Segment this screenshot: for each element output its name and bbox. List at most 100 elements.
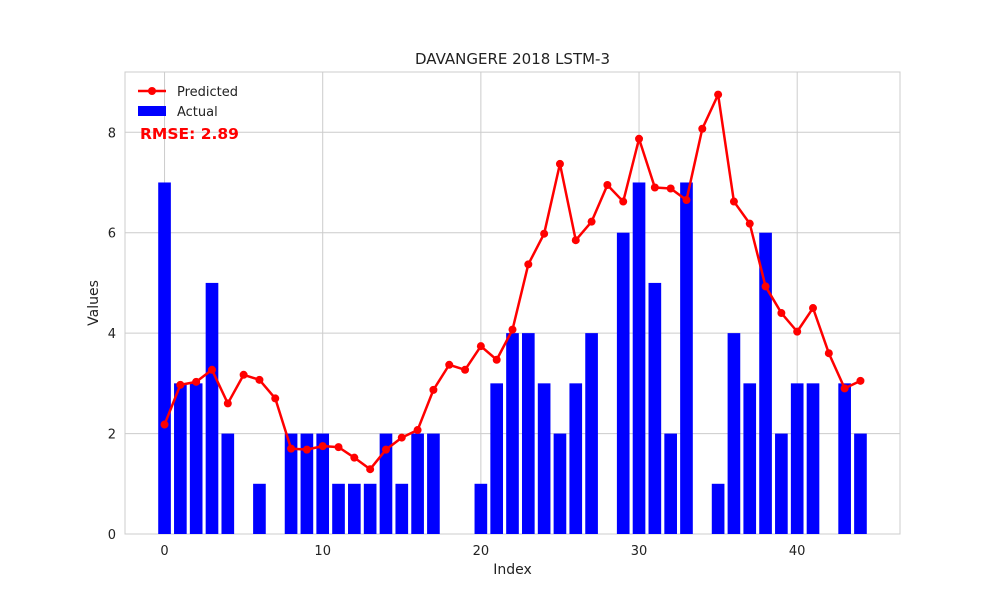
predicted-point — [255, 375, 264, 384]
bar-actual — [379, 433, 393, 534]
legend: Predicted Actual — [138, 85, 238, 120]
predicted-point — [271, 394, 280, 403]
chart-title: DAVANGERE 2018 LSTM-3 — [415, 50, 610, 68]
bar-actual — [585, 333, 598, 534]
bar-series-actual — [158, 182, 867, 534]
bar-actual — [284, 433, 298, 534]
predicted-point — [587, 217, 596, 226]
bar-actual — [506, 333, 519, 534]
bar-actual — [537, 383, 551, 534]
predicted-point — [445, 360, 454, 369]
predicted-point — [540, 229, 549, 238]
bar-actual — [616, 232, 630, 534]
predicted-point — [603, 180, 612, 189]
predicted-point — [745, 219, 754, 228]
y-tick-label: 2 — [108, 428, 116, 443]
bar-actual — [158, 182, 171, 534]
bar-actual — [664, 433, 677, 534]
predicted-point — [397, 433, 406, 442]
bar-actual — [363, 483, 377, 534]
bar-actual — [711, 483, 725, 534]
predicted-point — [809, 304, 818, 313]
predicted-point — [761, 282, 770, 291]
legend-actual-label: Actual — [177, 105, 218, 120]
line-series-predicted — [160, 90, 865, 474]
bar-actual — [759, 232, 772, 534]
predicted-point — [350, 453, 359, 462]
predicted-point — [650, 183, 659, 192]
predicted-point — [840, 384, 849, 393]
bar-actual — [790, 383, 804, 534]
bar-actual — [648, 282, 662, 534]
x-tick-label: 40 — [789, 544, 806, 559]
bar-actual — [743, 383, 757, 534]
predicted-point — [318, 442, 327, 451]
predicted-point — [682, 196, 691, 205]
predicted-point — [729, 197, 738, 206]
bar-actual — [300, 433, 314, 534]
predicted-point — [698, 124, 707, 133]
bar-actual — [680, 182, 693, 534]
predicted-point — [571, 236, 580, 245]
bar-actual — [316, 433, 330, 534]
predicted-point — [192, 377, 201, 386]
x-tick-label: 0 — [160, 544, 168, 559]
bar-actual — [632, 182, 646, 534]
bar-actual — [189, 383, 203, 534]
predicted-point — [302, 445, 311, 454]
legend-predicted-marker-icon — [148, 87, 156, 95]
legend-actual-swatch-icon — [138, 106, 166, 116]
predicted-point — [429, 385, 438, 394]
predicted-point — [223, 399, 232, 408]
y-tick-label: 0 — [108, 528, 116, 543]
predicted-point — [239, 370, 248, 379]
bar-actual — [553, 433, 567, 534]
predicted-point — [413, 426, 422, 435]
predicted-point — [793, 327, 802, 336]
predicted-point — [461, 365, 470, 374]
predicted-point — [714, 90, 723, 99]
x-tick-label: 30 — [631, 544, 648, 559]
bar-actual — [521, 333, 535, 534]
predicted-point — [334, 443, 343, 452]
y-tick-label: 8 — [108, 126, 116, 141]
rmse-annotation: RMSE: 2.89 — [140, 125, 239, 143]
predicted-point — [777, 309, 786, 318]
predicted-point — [508, 325, 517, 334]
x-axis-label: Index — [493, 562, 532, 578]
bar-actual — [205, 282, 219, 534]
bar-actual — [332, 483, 345, 534]
bar-actual — [427, 433, 440, 534]
bar-actual — [775, 433, 788, 534]
legend-predicted-label: Predicted — [177, 85, 238, 100]
predicted-point — [381, 445, 390, 454]
bar-actual — [253, 483, 266, 534]
predicted-point — [366, 465, 375, 474]
predicted-point — [492, 355, 501, 364]
bar-actual — [727, 333, 741, 534]
bar-actual — [174, 383, 187, 534]
predicted-point — [524, 260, 533, 269]
predicted-point — [635, 134, 644, 143]
predicted-point — [160, 420, 169, 429]
bar-actual — [411, 433, 424, 534]
predicted-point — [287, 444, 296, 453]
bar-actual — [348, 483, 361, 534]
predicted-point — [666, 184, 675, 193]
predicted-point — [856, 376, 865, 385]
bar-actual — [854, 433, 867, 534]
predicted-point — [207, 365, 216, 374]
x-tick-label: 10 — [314, 544, 331, 559]
predicted-point — [619, 197, 628, 206]
y-axis-label: Values — [86, 280, 102, 326]
x-tick-label: 20 — [473, 544, 490, 559]
predicted-point — [476, 342, 485, 351]
axis-ticks: 0 10 20 30 40 0 2 4 6 8 — [108, 126, 806, 559]
bar-actual — [806, 383, 820, 534]
predicted-point — [824, 349, 833, 358]
bar-actual — [490, 383, 504, 534]
y-tick-label: 4 — [108, 327, 116, 342]
bar-actual — [474, 483, 488, 534]
